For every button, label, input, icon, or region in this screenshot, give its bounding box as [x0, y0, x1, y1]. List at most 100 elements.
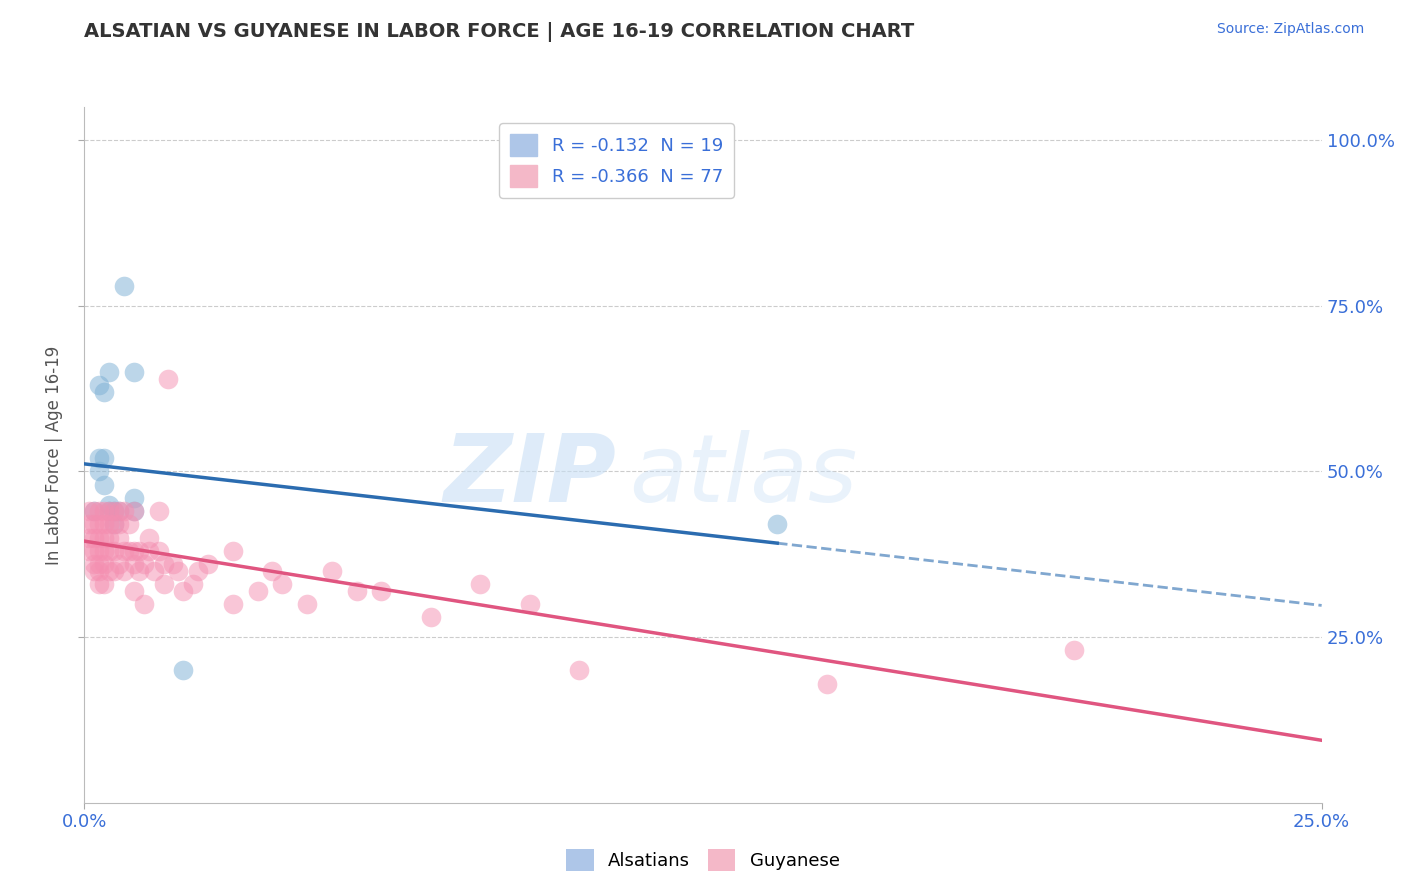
Point [93, 451, 115, 466]
Point [98, 531, 121, 545]
Point [108, 504, 131, 518]
Point [157, 372, 180, 386]
Point [89, 465, 111, 479]
Point [346, 583, 368, 598]
Point [83, 504, 105, 518]
Text: ZIP: ZIP [443, 430, 616, 522]
Point [83, 564, 105, 578]
Point [148, 504, 170, 518]
Point [93, 558, 115, 572]
Point [122, 365, 145, 379]
Point [89, 558, 111, 572]
Point [766, 517, 789, 532]
Point [108, 504, 131, 518]
Point [89, 378, 111, 392]
Point [321, 564, 343, 578]
Point [148, 544, 170, 558]
Point [222, 597, 245, 611]
Point [89, 564, 111, 578]
Point [1063, 643, 1085, 657]
Point [128, 564, 150, 578]
Point [89, 451, 111, 466]
Point [167, 564, 190, 578]
Point [568, 663, 591, 677]
Point [83, 544, 105, 558]
Point [89, 517, 111, 532]
Point [83, 531, 105, 545]
Point [112, 544, 135, 558]
Point [108, 517, 131, 532]
Point [118, 544, 141, 558]
Point [370, 583, 392, 598]
Point [93, 577, 115, 591]
Point [93, 477, 115, 491]
Point [132, 597, 155, 611]
Point [138, 544, 160, 558]
Point [181, 577, 204, 591]
Point [103, 517, 125, 532]
Point [98, 498, 121, 512]
Point [93, 504, 115, 518]
Point [128, 544, 150, 558]
Point [98, 504, 121, 518]
Point [246, 583, 269, 598]
Point [138, 531, 160, 545]
Text: atlas: atlas [628, 430, 858, 521]
Point [118, 517, 141, 532]
Text: ALSATIAN VS GUYANESE IN LABOR FORCE | AGE 16-19 CORRELATION CHART: ALSATIAN VS GUYANESE IN LABOR FORCE | AG… [84, 22, 915, 42]
Point [122, 558, 145, 572]
Point [103, 517, 125, 532]
Point [152, 577, 174, 591]
Point [83, 504, 105, 518]
Point [103, 504, 125, 518]
Point [152, 558, 174, 572]
Point [142, 564, 165, 578]
Point [112, 279, 135, 293]
Legend: R = -0.132  N = 19, R = -0.366  N = 77: R = -0.132 N = 19, R = -0.366 N = 77 [499, 123, 734, 198]
Point [122, 544, 145, 558]
Point [93, 384, 115, 399]
Point [519, 597, 541, 611]
Point [419, 610, 441, 624]
Point [89, 531, 111, 545]
Point [93, 517, 115, 532]
Point [79, 531, 101, 545]
Point [122, 583, 145, 598]
Point [271, 577, 294, 591]
Point [295, 597, 318, 611]
Point [122, 491, 145, 505]
Point [222, 544, 245, 558]
Point [79, 504, 101, 518]
Point [79, 517, 101, 532]
Y-axis label: In Labor Force | Age 16-19: In Labor Force | Age 16-19 [45, 345, 63, 565]
Point [79, 544, 101, 558]
Point [89, 544, 111, 558]
Point [83, 558, 105, 572]
Point [83, 517, 105, 532]
Point [162, 558, 184, 572]
Point [172, 663, 194, 677]
Point [122, 504, 145, 518]
Point [93, 531, 115, 545]
Point [98, 564, 121, 578]
Point [108, 531, 131, 545]
Point [470, 577, 492, 591]
Point [89, 577, 111, 591]
Point [98, 544, 121, 558]
Point [98, 517, 121, 532]
Point [197, 558, 219, 572]
Point [815, 676, 838, 690]
Point [93, 544, 115, 558]
Text: Source: ZipAtlas.com: Source: ZipAtlas.com [1216, 22, 1364, 37]
Point [103, 544, 125, 558]
Legend: Alsatians, Guyanese: Alsatians, Guyanese [560, 842, 846, 879]
Point [112, 504, 135, 518]
Point [187, 564, 209, 578]
Point [132, 558, 155, 572]
Point [103, 564, 125, 578]
Point [103, 504, 125, 518]
Point [122, 504, 145, 518]
Point [89, 504, 111, 518]
Point [112, 564, 135, 578]
Point [98, 504, 121, 518]
